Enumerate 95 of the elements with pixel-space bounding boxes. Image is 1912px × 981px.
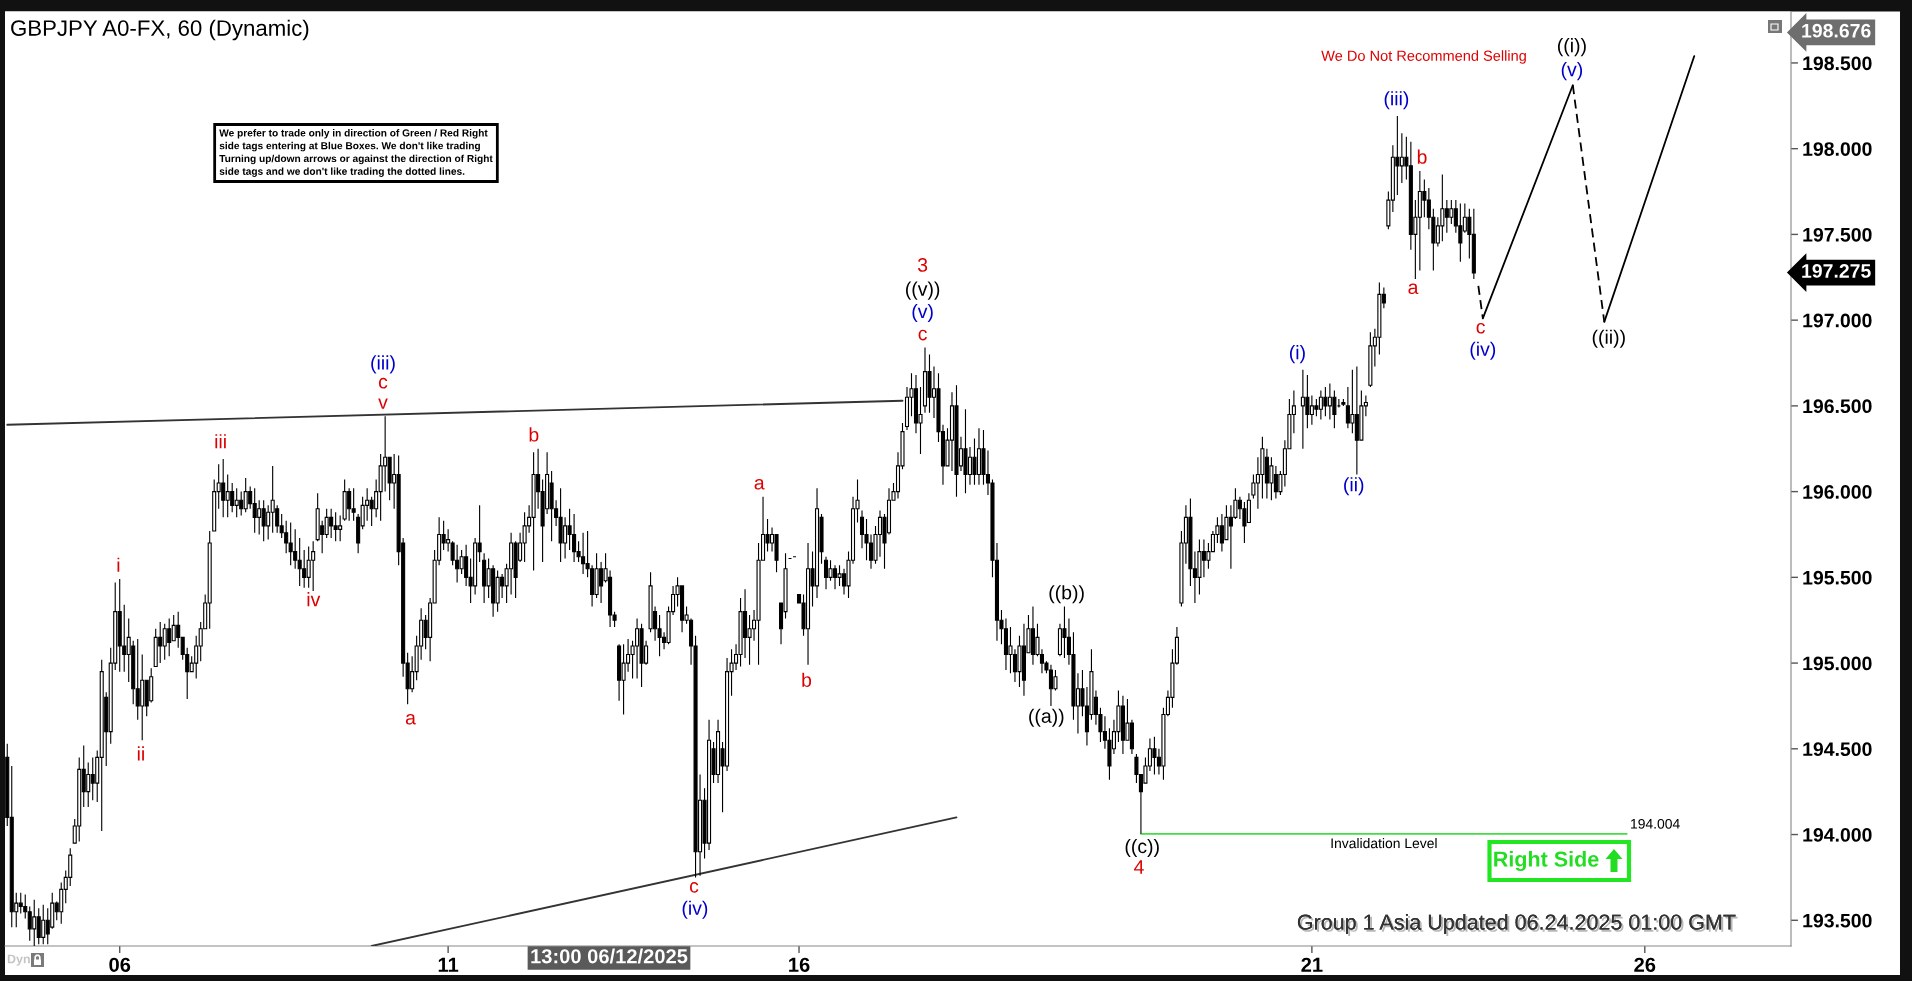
candlestick [252, 487, 257, 534]
candlestick [805, 542, 811, 666]
y-tick-label: 197.000 [1803, 313, 1872, 328]
candlestick [922, 347, 928, 414]
candlestick [234, 487, 239, 518]
candlestick [338, 515, 343, 542]
annotation: c [1476, 322, 1485, 334]
annotation: ((v)) [906, 281, 940, 300]
y-tick-label: 198.000 [1803, 142, 1872, 156]
annotation: b [802, 672, 812, 687]
annotation: v [378, 398, 388, 409]
candlestick [531, 451, 536, 572]
annotation: (ii) [1344, 477, 1364, 496]
text: 13:00 06/12/2025 [531, 948, 688, 964]
candlestick [1440, 173, 1445, 242]
x-tick-label: 06 [109, 957, 131, 972]
x-tick-label: 11 [438, 957, 459, 972]
annotation: 3 [917, 258, 928, 272]
candlestick [342, 479, 347, 522]
y-tick-label: 198.500 [1803, 56, 1872, 71]
annotation: (iv) [1470, 341, 1496, 360]
candlestick [1368, 331, 1373, 388]
candlestick [976, 427, 982, 486]
annotation: iv [307, 592, 321, 607]
candlestick [99, 659, 104, 832]
candlestick [1458, 202, 1463, 263]
text: Dyn [7, 954, 30, 966]
y-tick-label: 196.500 [1803, 399, 1872, 414]
candlestick [329, 508, 334, 539]
candlestick [117, 578, 122, 673]
candlestick [306, 545, 311, 589]
annotation: c [918, 329, 927, 341]
x-tick-label: 16 [789, 957, 810, 972]
candlestick [823, 556, 829, 590]
annotation: b [1417, 149, 1427, 164]
candlestick [832, 564, 838, 590]
annotation: a [405, 713, 416, 725]
candlestick [621, 643, 626, 716]
annotation: ((b)) [1049, 585, 1084, 604]
candlestick [558, 487, 563, 563]
candlestick [1471, 208, 1476, 280]
candlestick [333, 511, 338, 542]
text: 198.676 [1802, 23, 1871, 38]
annotation: ((ii)) [1592, 329, 1625, 348]
candlestick [311, 540, 316, 592]
annotation: c [378, 377, 388, 389]
y-tick-label: 195.000 [1803, 656, 1872, 671]
annotation: a [1408, 283, 1419, 295]
y-tick-label: 194.000 [1803, 828, 1872, 842]
annotation: c [689, 882, 699, 893]
y-tick-label: 194.500 [1803, 742, 1872, 757]
annotation: (v) [912, 303, 933, 323]
series-label: Invalidation Level [1331, 838, 1437, 849]
annotation: (i) [1289, 345, 1305, 364]
annotation: ii [137, 746, 144, 761]
annotation: ((a)) [1029, 708, 1064, 727]
annotation: i [117, 557, 120, 572]
annotation: (iii) [371, 355, 395, 374]
annotation: b [529, 427, 539, 442]
chart-title: GBPJPY A0-FX, 60 (Dynamic) [11, 19, 309, 41]
candlestick [221, 458, 226, 518]
candlestick [207, 530, 212, 630]
candlestick [495, 569, 500, 613]
candlestick [1323, 386, 1328, 417]
annotation: a [754, 478, 765, 490]
annotation: Group 1 Asia Updated 06.24.2025 01:00 GMT [1297, 913, 1738, 937]
annotation: iii [215, 434, 226, 449]
candlestick [351, 487, 356, 522]
candlestick [243, 477, 248, 513]
candlestick [954, 384, 959, 498]
candlestick [1030, 605, 1036, 666]
x-tick-label: 21 [1301, 957, 1323, 972]
annotation: ((c)) [1125, 838, 1159, 858]
annotation: (v) [1561, 62, 1583, 81]
y-tick-label: 197.500 [1803, 227, 1872, 242]
candlestick [167, 617, 172, 657]
candlestick [288, 521, 293, 566]
annotation: (iii) [1384, 91, 1409, 110]
candlestick [482, 552, 487, 604]
text: 197.275 [1802, 264, 1871, 278]
annotation: (iv) [682, 900, 708, 919]
annotation: 4 [1134, 860, 1144, 874]
candlestick [1152, 736, 1157, 776]
candlestick [261, 499, 266, 542]
x-tick-label: 26 [1634, 957, 1656, 972]
y-tick-label: 196.000 [1803, 485, 1872, 499]
annotation: ((i)) [1558, 38, 1586, 57]
annotation: Right Side [1494, 850, 1599, 872]
annotation: We Do Not Recommend Selling [1321, 50, 1526, 64]
annotation: We prefer to trade only in direction of Green / Red Right side tags entering at Blue Boxes. We don't like trading Turning up/down arrows or against the direction of Right side tags and we don't like trading the dotted lines. [219, 129, 493, 177]
candlestick [158, 621, 163, 664]
y-tick-label: 195.500 [1803, 570, 1872, 585]
annotation: 194.004 [1631, 818, 1680, 829]
candlestick [963, 408, 968, 494]
y-tick-label: 193.500 [1803, 913, 1872, 928]
